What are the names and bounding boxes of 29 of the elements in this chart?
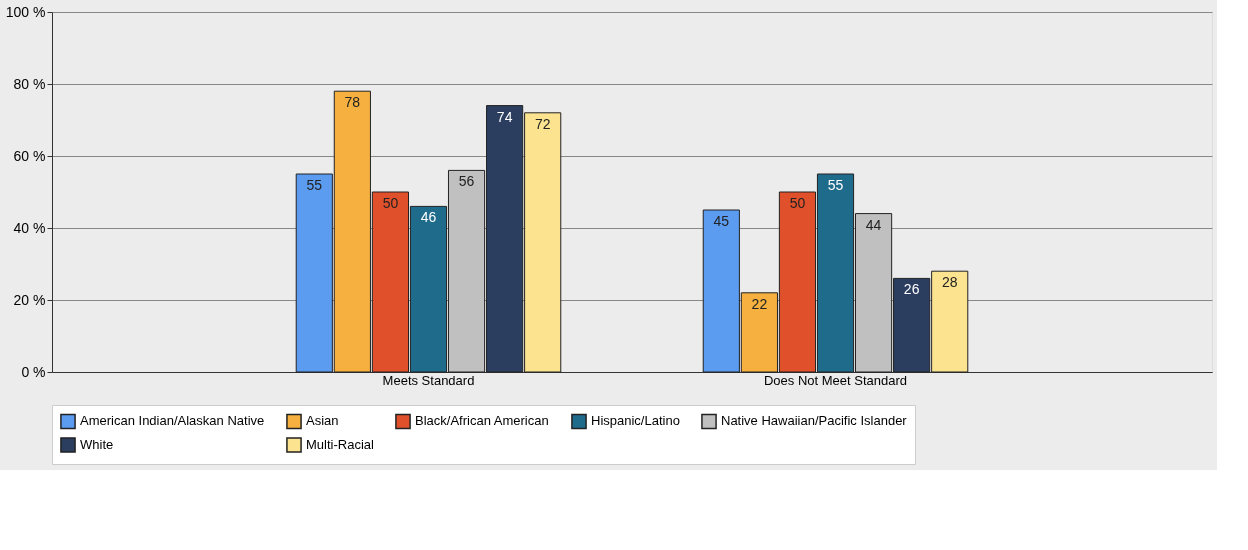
y-tick-label: 0 % [21, 363, 46, 380]
data-label: 22 [751, 295, 768, 312]
data-label: 50 [789, 195, 806, 211]
data-label: 74 [496, 108, 513, 125]
data-label: 28 [941, 274, 958, 291]
x-tick-label: Does Not Meet Standard [763, 372, 908, 388]
data-label: 72 [534, 115, 551, 132]
data-label: 78 [344, 94, 361, 111]
data-label: 45 [713, 213, 730, 229]
y-tick-label: 100 % [5, 3, 46, 20]
legend-label: Native Hawaiian/Pacific Islander [721, 413, 908, 429]
data-label: 56 [458, 173, 475, 190]
data-label: 55 [306, 177, 323, 193]
x-tick-label: Meets Standard [382, 372, 475, 388]
legend-label: Black/African American [415, 413, 549, 429]
legend-label: Multi-Racial [306, 437, 375, 452]
legend-label: White [80, 437, 114, 452]
y-tick-label: 80 % [13, 75, 46, 92]
data-label: 55 [827, 177, 844, 193]
legend-label: Hispanic/Latino [591, 413, 680, 429]
data-label: 46 [420, 209, 437, 226]
y-tick-label: 60 % [13, 147, 46, 164]
y-tick-label: 40 % [13, 219, 46, 236]
y-tick-label: 20 % [13, 291, 46, 308]
legend-label: American Indian/Alaskan Native [80, 413, 265, 429]
legend-label: Asian [306, 413, 339, 429]
data-label: 44 [865, 216, 882, 233]
data-label: 50 [382, 195, 399, 211]
data-label: 26 [903, 281, 920, 298]
